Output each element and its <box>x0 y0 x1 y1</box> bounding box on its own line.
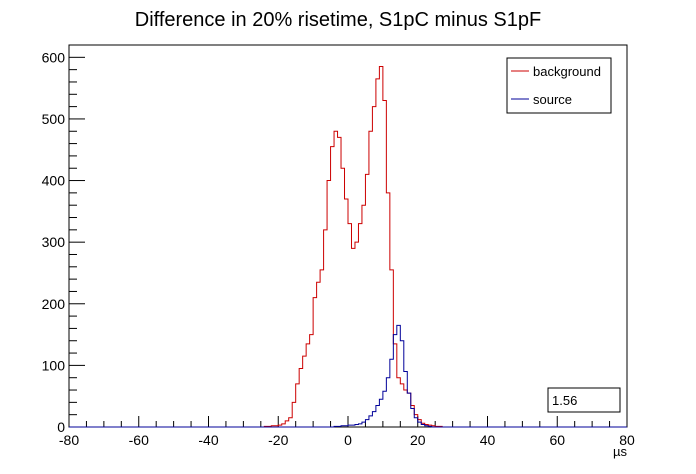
x-axis: -80 -60 -40 -20 0 20 40 60 80 <box>59 416 635 448</box>
x-axis-unit-label: µs <box>613 444 627 459</box>
legend-label-source: source <box>533 92 572 107</box>
x-tick-label: 60 <box>549 432 565 448</box>
legend-label-background: background <box>533 64 601 79</box>
chart-title: Difference in 20% risetime, S1pC minus S… <box>135 9 541 31</box>
x-tick-label: -20 <box>268 432 288 448</box>
y-tick-label: 100 <box>42 357 66 373</box>
stat-box-value: 1.56 <box>552 393 577 408</box>
series-source <box>69 324 627 428</box>
x-tick-label: 20 <box>410 432 426 448</box>
y-tick-label: 600 <box>42 49 66 65</box>
series-background <box>69 66 627 428</box>
y-tick-label: 200 <box>42 296 66 312</box>
legend: background source <box>506 57 612 114</box>
stat-box: 1.56 <box>547 387 621 413</box>
series-layer <box>69 66 627 428</box>
x-tick-label: -60 <box>129 432 149 448</box>
x-tick-label: -80 <box>59 432 79 448</box>
x-tick-label: 80 <box>619 432 635 448</box>
y-tick-label: 500 <box>42 111 66 127</box>
y-axis: 0 100 200 300 400 500 600 <box>42 44 85 435</box>
x-tick-label: 40 <box>480 432 496 448</box>
x-tick-label: -40 <box>198 432 218 448</box>
y-tick-label: 300 <box>42 234 66 250</box>
x-tick-label: 0 <box>344 432 352 448</box>
legend-box <box>506 57 612 114</box>
y-tick-label: 0 <box>57 419 65 435</box>
stat-box-frame <box>547 387 621 413</box>
y-tick-label: 400 <box>42 173 66 189</box>
